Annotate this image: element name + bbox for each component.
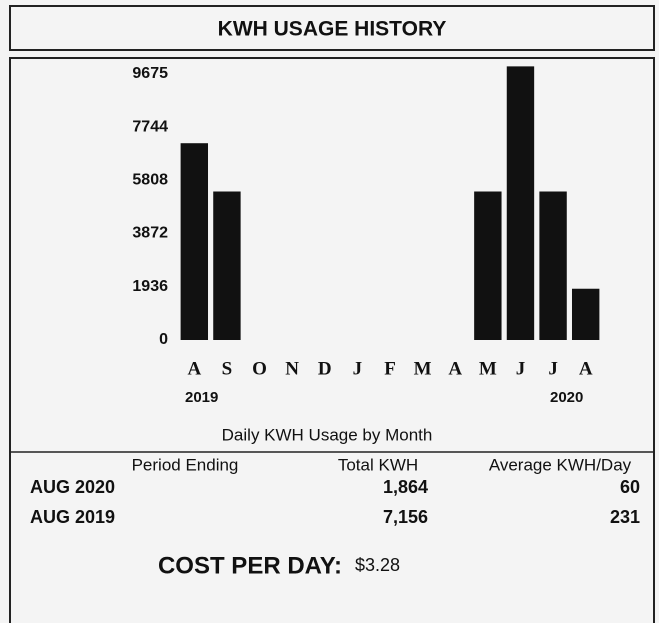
y-tick-label: 3872 bbox=[132, 225, 168, 242]
x-tick-label: A bbox=[187, 358, 201, 379]
bar bbox=[539, 191, 567, 340]
chart-box bbox=[9, 57, 655, 623]
x-tick-label: D bbox=[318, 358, 332, 379]
x-tick-label: O bbox=[252, 358, 267, 379]
x-tick-label: S bbox=[222, 358, 233, 379]
table-header: Average KWH/Day bbox=[489, 455, 632, 474]
table-cell: 231 bbox=[610, 507, 640, 527]
x-tick-label: J bbox=[516, 358, 526, 379]
y-tick-label: 1936 bbox=[132, 278, 168, 295]
cost-label: COST PER DAY: bbox=[158, 552, 342, 579]
table-cell: 1,864 bbox=[383, 477, 428, 497]
x-tick-label: A bbox=[448, 358, 462, 379]
bar bbox=[571, 288, 600, 340]
bar bbox=[213, 191, 241, 340]
x-tick-label: N bbox=[285, 358, 299, 379]
table-cell: AUG 2020 bbox=[30, 477, 115, 497]
table-header: Total KWH bbox=[338, 455, 418, 474]
x-tick-label: J bbox=[353, 358, 363, 379]
chart-title: KWH USAGE HISTORY bbox=[218, 18, 447, 41]
x-tick-label: J bbox=[548, 358, 558, 379]
caption: Daily KWH Usage by Month bbox=[222, 425, 433, 444]
table-cell: AUG 2019 bbox=[30, 507, 115, 527]
y-tick-label: 5808 bbox=[132, 171, 168, 188]
bar bbox=[474, 191, 502, 340]
y-tick-label: 7744 bbox=[132, 118, 168, 135]
title-box bbox=[9, 5, 655, 51]
bar bbox=[180, 143, 209, 340]
y-tick-label: 9675 bbox=[132, 65, 168, 82]
x-tick-label: A bbox=[579, 358, 593, 379]
year-label: 2020 bbox=[550, 389, 583, 406]
bar bbox=[506, 66, 535, 340]
table-header: Period Ending bbox=[132, 455, 239, 474]
x-tick-label: M bbox=[414, 358, 432, 379]
x-tick-label: M bbox=[479, 358, 497, 379]
x-tick-label: F bbox=[384, 358, 396, 379]
table-cell: 60 bbox=[620, 477, 640, 497]
y-tick-label: 0 bbox=[159, 331, 168, 348]
cost-value: $3.28 bbox=[355, 555, 400, 575]
table-cell: 7,156 bbox=[383, 507, 428, 527]
year-label: 2019 bbox=[185, 389, 218, 406]
